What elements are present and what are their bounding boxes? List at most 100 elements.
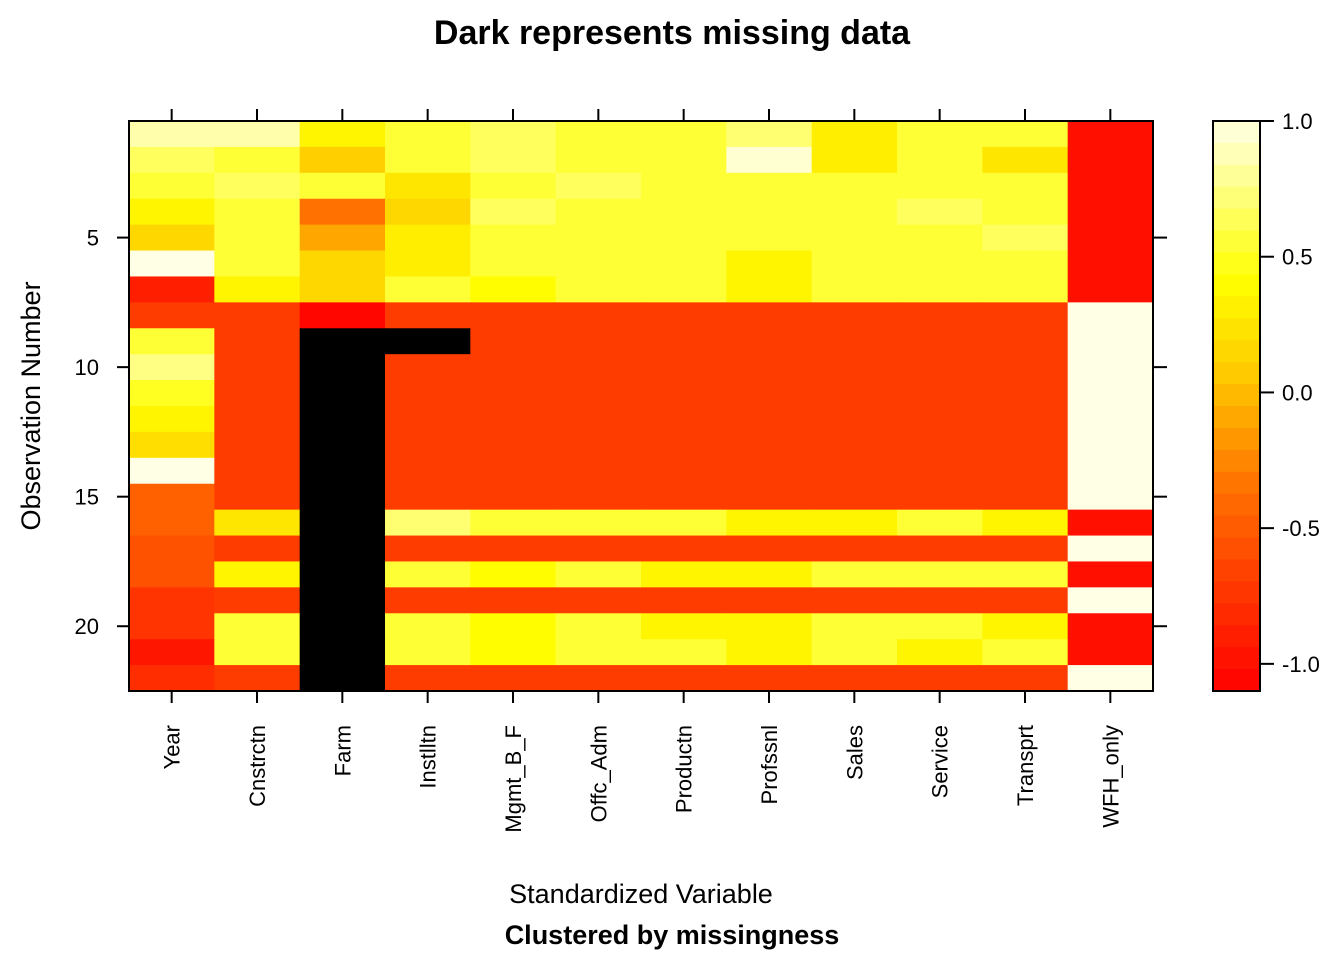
heatmap-cell	[811, 250, 898, 278]
heatmap-cell	[641, 587, 727, 614]
heatmap-cell-missing	[299, 509, 386, 537]
heatmap-cell	[555, 276, 642, 303]
heatmap-cell	[811, 380, 898, 407]
heatmap-cell	[214, 224, 301, 252]
heatmap-cell	[385, 250, 471, 278]
x-tick-label: Service	[928, 725, 953, 798]
heatmap-cell	[214, 665, 301, 692]
heatmap-cell	[299, 250, 386, 278]
colorbar-tick-label: -0.5	[1282, 516, 1320, 541]
heatmap-cell	[470, 328, 557, 355]
heatmap-cell-missing	[299, 587, 386, 614]
colorbar-segment	[1213, 559, 1260, 582]
heatmap-cell-missing	[299, 639, 386, 666]
heatmap-cell	[129, 587, 215, 614]
heatmap-cell	[385, 406, 471, 433]
y-tick-label: 20	[75, 614, 99, 639]
heatmap-cell	[385, 172, 471, 200]
y-tick-label: 15	[75, 485, 99, 510]
heatmap-cell	[214, 639, 301, 666]
heatmap-cell	[811, 483, 898, 511]
heatmap-cell	[385, 198, 471, 226]
heatmap-cell	[129, 380, 215, 407]
heatmap-cell	[129, 613, 215, 640]
heatmap-cell	[385, 121, 471, 148]
heatmap-cell	[982, 406, 1069, 433]
heatmap-cell	[1067, 406, 1154, 433]
heatmap-cell	[811, 509, 898, 537]
heatmap-cell	[299, 302, 386, 329]
heatmap-cell	[897, 457, 983, 485]
heatmap-cell	[470, 535, 557, 563]
colorbar-segment	[1213, 669, 1260, 692]
heatmap-cell	[555, 354, 642, 381]
heatmap-cell	[1067, 354, 1154, 381]
heatmap-cell	[214, 457, 301, 485]
heatmap-cell	[982, 587, 1069, 614]
chart-title: Dark represents missing data	[434, 14, 911, 52]
heatmap-cell	[1067, 224, 1154, 252]
heatmap-cell	[214, 587, 301, 614]
heatmap-cell	[641, 328, 727, 355]
heatmap-cell	[129, 121, 215, 148]
heatmap-cell	[726, 613, 813, 640]
heatmap-cell	[897, 535, 983, 563]
heatmap-cell	[641, 354, 727, 381]
heatmap-cell-missing	[299, 483, 386, 511]
colorbar-segment	[1213, 164, 1260, 188]
heatmap-cell	[726, 276, 813, 303]
heatmap-cell	[470, 665, 557, 692]
colorbar-segment	[1213, 603, 1260, 626]
x-tick-label: Transprt	[1013, 725, 1038, 806]
colorbar-tick-label: 1.0	[1282, 109, 1313, 134]
heatmap-cell	[214, 276, 301, 303]
heatmap-cell	[641, 406, 727, 433]
heatmap-cell	[641, 431, 727, 459]
heatmap-cell	[811, 639, 898, 666]
heatmap-cell	[726, 302, 813, 329]
heatmap-cell	[470, 302, 557, 329]
heatmap-cell	[897, 587, 983, 614]
heatmap-cell	[129, 224, 215, 252]
heatmap-cell-missing	[299, 328, 386, 355]
heatmap-cell	[897, 380, 983, 407]
heatmap-cell	[129, 354, 215, 381]
heatmap-cell	[555, 509, 642, 537]
heatmap-cell	[1067, 639, 1154, 666]
heatmap-cell	[470, 587, 557, 614]
heatmap-cell	[1067, 587, 1154, 614]
heatmap-cell	[555, 406, 642, 433]
heatmap-cell	[726, 146, 813, 174]
heatmap-cell	[811, 431, 898, 459]
heatmap-cell	[641, 665, 727, 692]
heatmap-cell	[555, 380, 642, 407]
heatmap-cell	[129, 328, 215, 355]
heatmap-cell	[982, 172, 1069, 200]
heatmap-cell	[299, 146, 386, 174]
heatmap-cell	[811, 172, 898, 200]
colorbar-segment	[1213, 515, 1260, 539]
heatmap-cell	[641, 561, 727, 588]
heatmap-cell	[726, 406, 813, 433]
heatmap-cell	[385, 483, 471, 511]
heatmap-cell-missing	[299, 380, 386, 407]
heatmap-cell	[726, 121, 813, 148]
heatmap-cell	[470, 639, 557, 666]
colorbar-tick-label: 0.5	[1282, 245, 1313, 270]
heatmap-cell	[470, 121, 557, 148]
heatmap-cell	[555, 483, 642, 511]
heatmap-cell	[641, 457, 727, 485]
heatmap-cell	[897, 431, 983, 459]
heatmap-cell	[726, 198, 813, 226]
colorbar-segment	[1213, 208, 1260, 232]
x-tick-label: WFH_only	[1098, 725, 1123, 828]
colorbar-segment	[1213, 362, 1260, 385]
heatmap-cell	[811, 613, 898, 640]
heatmap-cell	[129, 509, 215, 537]
colorbar: 1.0 0.5 0.0 -0.5 -1.0	[1212, 109, 1320, 692]
heatmap-cell	[641, 250, 727, 278]
heatmap-cell	[982, 665, 1069, 692]
heatmap-cell	[1067, 509, 1154, 537]
heatmap-cell	[1067, 457, 1154, 485]
heatmap-cell	[811, 354, 898, 381]
